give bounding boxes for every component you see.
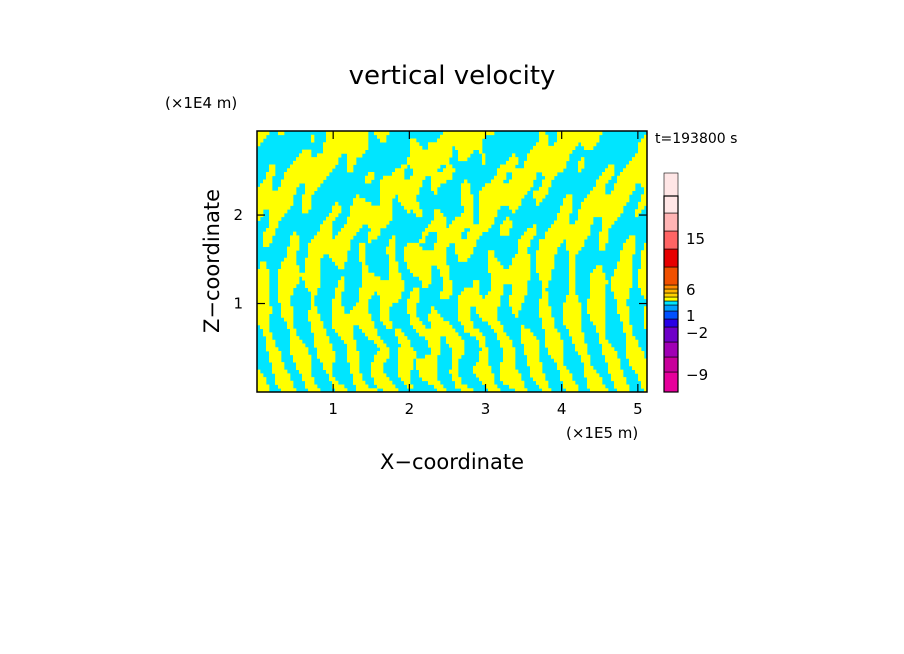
x-tick-label: 5 xyxy=(633,400,643,418)
colorbar-segment xyxy=(663,300,679,306)
colorbar-segment xyxy=(663,212,679,232)
x-tick-label: 1 xyxy=(328,400,338,418)
x-axis: 1 2 3 4 5 xyxy=(328,131,643,418)
y-tick-label: 2 xyxy=(233,206,243,224)
x-tick-label: 2 xyxy=(405,400,415,418)
colorbar-frame xyxy=(663,195,679,393)
colorbar-tick-label: 1 xyxy=(686,307,696,325)
colorbar-segment xyxy=(663,172,679,214)
colorbar-segment xyxy=(663,248,679,268)
time-label: t=193800 s xyxy=(655,131,737,147)
x-tick-label: 3 xyxy=(481,400,491,418)
colorbar-tick-label: −2 xyxy=(686,324,708,342)
x-axis-unit: (×1E5 m) xyxy=(566,424,638,442)
plot-frame xyxy=(256,130,648,393)
chart-title: vertical velocity xyxy=(349,61,556,91)
colorbar-tick-label: −9 xyxy=(686,366,708,384)
colorbar-segment xyxy=(663,284,679,290)
y-tick-label: 1 xyxy=(233,295,243,313)
y-axis-label: Z−coordinate xyxy=(200,189,224,333)
colorbar-segment xyxy=(663,326,679,343)
y-axis: 12 xyxy=(233,206,647,313)
x-axis-label: X−coordinate xyxy=(380,450,524,474)
colorbar-segment xyxy=(663,230,679,250)
colorbar-segment xyxy=(663,318,679,328)
colorbar-segment xyxy=(663,288,679,294)
velocity-field xyxy=(257,131,647,392)
x-tick-label: 4 xyxy=(557,400,567,418)
positive-velocity-region xyxy=(257,131,647,392)
colorbar-segment xyxy=(663,371,679,393)
colorbar-segment xyxy=(663,356,679,373)
colorbar: 15 6 1−2 −9 xyxy=(663,172,708,393)
colorbar-segment xyxy=(663,304,679,312)
colorbar-segment xyxy=(663,341,679,358)
colorbar-segment xyxy=(663,266,679,286)
colorbar-segment xyxy=(663,310,679,320)
colorbar-tick-label: 15 xyxy=(686,230,705,248)
colorbar-tick-label: 6 xyxy=(686,281,696,299)
colorbar-segment xyxy=(663,292,679,298)
colorbar-segment xyxy=(663,296,679,302)
y-axis-unit: (×1E4 m) xyxy=(165,94,237,112)
